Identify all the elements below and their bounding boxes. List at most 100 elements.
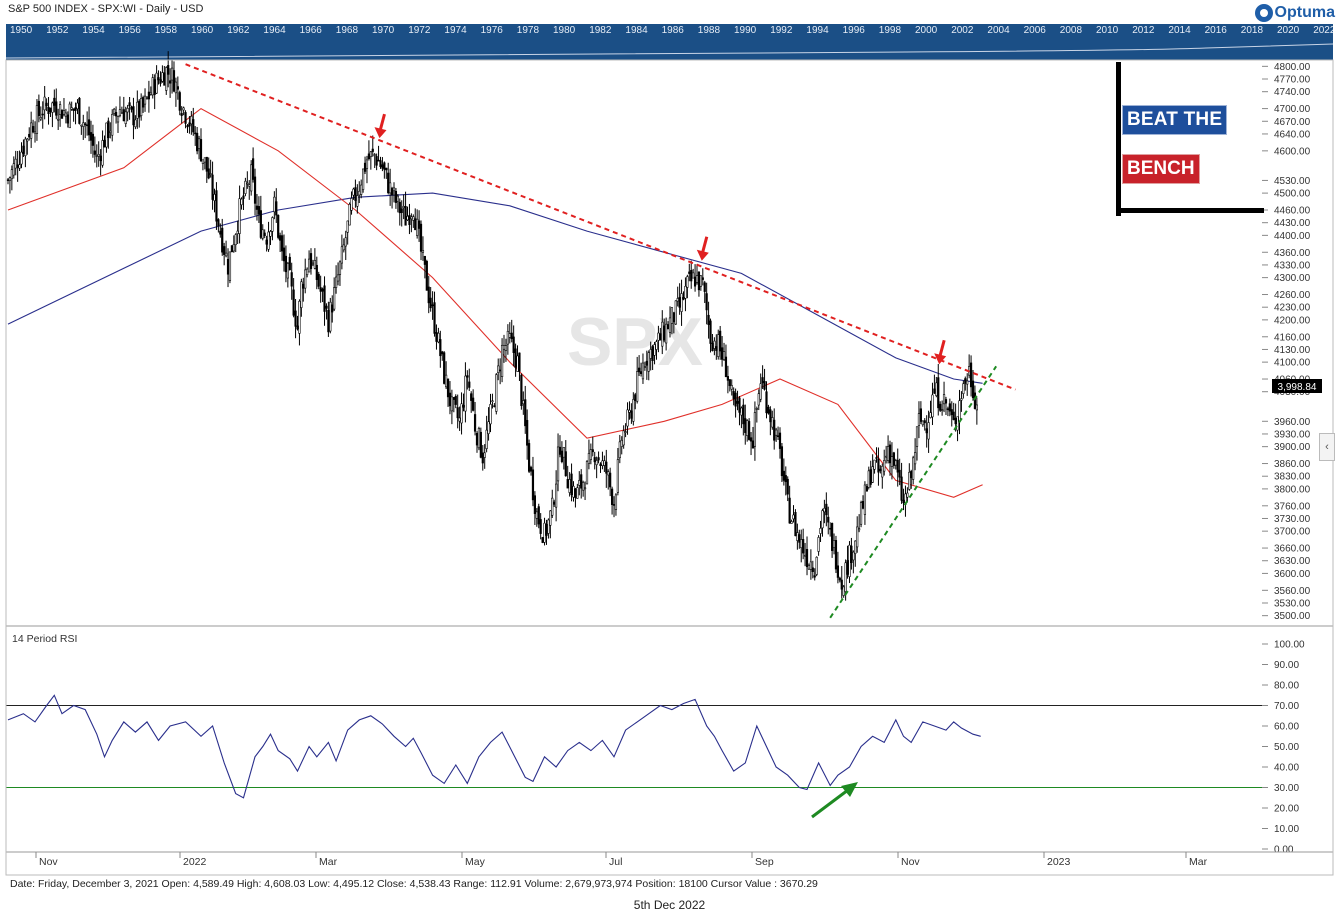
candle-body <box>605 461 608 474</box>
candle-body <box>763 381 766 390</box>
candle-body <box>280 235 284 252</box>
candle-body <box>531 469 535 501</box>
candle-body <box>402 206 405 209</box>
candle-body <box>306 268 309 275</box>
candle-body <box>649 349 652 359</box>
price-tick-label: 3900.00 <box>1274 442 1311 453</box>
time-tick-label: Mar <box>319 856 338 868</box>
candle-body <box>861 501 865 509</box>
candle-body <box>153 79 156 95</box>
candle-body <box>252 158 255 180</box>
candle-body <box>927 422 930 440</box>
candle-body <box>172 70 176 92</box>
candle-body <box>580 474 583 489</box>
candle-body <box>933 388 936 394</box>
candle-body <box>547 519 550 534</box>
candle-body <box>78 97 81 124</box>
candle-body <box>545 523 548 536</box>
candle-body <box>346 220 349 233</box>
candle-body <box>939 403 942 411</box>
candle-body <box>877 459 880 473</box>
candle-body <box>277 215 280 238</box>
candle-body <box>769 409 772 423</box>
candle-body <box>219 230 222 235</box>
candle-body <box>844 562 847 592</box>
candle-body <box>296 325 299 330</box>
candle-body <box>462 404 465 408</box>
short-moving-average <box>7 107 983 498</box>
candle-body <box>350 198 353 211</box>
candle-body <box>20 151 23 165</box>
logo-beat-the: BEAT THE <box>1122 105 1228 135</box>
candle-body <box>574 488 577 498</box>
candle-body <box>416 218 419 236</box>
candle-body <box>582 482 585 491</box>
candle-body <box>645 360 648 366</box>
candle-body <box>767 406 770 414</box>
time-tick-label: 2023 <box>1047 856 1071 868</box>
price-tick-label: 4300.00 <box>1274 273 1311 284</box>
candle-body <box>10 169 13 180</box>
candle-body <box>807 565 811 570</box>
candle-body <box>890 456 894 467</box>
candle-body <box>365 159 369 169</box>
optuma-logo-text: Optuma <box>1274 4 1335 21</box>
date-caption: 5th Dec 2022 <box>633 898 706 912</box>
candle-body <box>487 421 490 434</box>
candle-body <box>670 307 674 324</box>
candle-body <box>935 382 938 396</box>
candle-body <box>632 399 635 422</box>
candle-body <box>749 437 753 442</box>
rsi-panel-label: 14 Period RSI <box>12 633 77 645</box>
candle-body <box>875 457 878 459</box>
navigator-year: 2002 <box>951 25 974 36</box>
navigator-year: 1992 <box>770 25 793 36</box>
candle-body <box>226 258 230 275</box>
collapse-panel-icon[interactable]: ‹ <box>1319 433 1335 461</box>
candle-body <box>850 545 853 563</box>
candle-body <box>84 123 87 126</box>
candle-body <box>510 332 513 339</box>
candle-body <box>941 409 944 411</box>
candle-body <box>190 115 193 125</box>
candle-body <box>435 332 438 342</box>
candle-body <box>354 187 357 201</box>
candle-body <box>165 67 168 91</box>
price-tick-label: 3960.00 <box>1274 417 1311 428</box>
candle-body <box>634 394 637 401</box>
candle-body <box>215 190 218 222</box>
candle-body <box>367 153 371 160</box>
candle-body <box>213 194 216 201</box>
candle-body <box>485 429 488 449</box>
logo-bench: BENCH <box>1122 154 1200 184</box>
candle-body <box>578 480 581 486</box>
candle-body <box>387 172 390 194</box>
candle-body <box>504 345 508 351</box>
candle-body <box>356 195 359 207</box>
candle-body <box>304 269 307 289</box>
candle-body <box>653 344 656 356</box>
candle-body <box>624 431 627 433</box>
candle-body <box>28 133 31 138</box>
candle-body <box>908 471 911 490</box>
candle-body <box>448 392 452 407</box>
candle-body <box>885 455 888 458</box>
candle-body <box>614 494 618 510</box>
candle-body <box>68 103 71 129</box>
candle-body <box>142 97 145 108</box>
candle-body <box>95 155 98 157</box>
candle-body <box>477 428 481 449</box>
candle-body <box>192 119 195 133</box>
candle-body <box>599 463 602 466</box>
candle-body <box>819 527 822 534</box>
candle-body <box>143 95 147 105</box>
candle-body <box>636 371 639 402</box>
long-ma-path <box>7 192 983 384</box>
navigator-year: 1958 <box>154 25 178 36</box>
time-navigator[interactable]: 1950 1952 1954 1956 1958 1960 1962 1964 1966 1968… <box>6 24 1333 60</box>
candle-body <box>858 528 861 531</box>
candle-body <box>443 352 446 384</box>
candle-body <box>317 274 320 287</box>
candle-body <box>892 452 895 466</box>
